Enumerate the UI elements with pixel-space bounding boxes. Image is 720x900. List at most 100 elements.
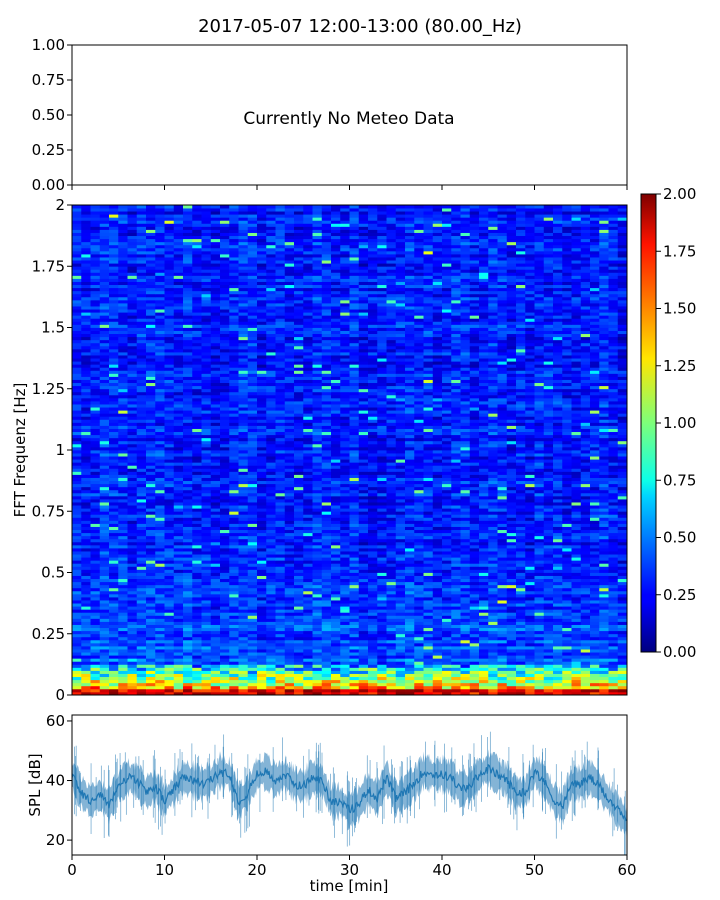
spectrogram-cell <box>183 685 193 690</box>
spectrogram-cell <box>395 468 406 472</box>
spectrogram-cell <box>81 538 91 543</box>
spectrogram-cell <box>136 600 147 604</box>
spectrogram-cell <box>201 453 212 457</box>
spectrogram-cell <box>617 676 627 681</box>
spectrogram-cell <box>238 624 249 629</box>
spectrogram-cell <box>442 459 452 463</box>
spectrogram-cell <box>238 615 249 619</box>
spectrogram-cell <box>220 450 230 454</box>
spectrogram-cell <box>599 520 609 524</box>
spectrogram-cell <box>516 499 526 503</box>
spectrogram-cell <box>136 538 147 543</box>
spectrogram-cell <box>562 529 572 534</box>
spectrogram-cell <box>312 639 323 644</box>
spectrogram-cell <box>358 642 369 647</box>
spectrogram-cell <box>201 566 212 570</box>
spectrogram-cell <box>405 535 415 540</box>
spectrogram-cell <box>432 572 443 576</box>
spectrogram-cell <box>543 529 554 534</box>
spectrogram-cell <box>275 664 286 668</box>
spectrogram-cell <box>497 514 508 518</box>
spectrogram-cell <box>562 621 572 625</box>
spectrogram-cell <box>247 609 258 613</box>
spectrogram-cell <box>81 682 91 687</box>
spectrogram-cell <box>580 615 591 619</box>
spectrogram-cell <box>284 566 295 570</box>
spectrogram-cell <box>247 655 258 659</box>
spectrogram-cell <box>358 529 369 534</box>
spectrogram-cell <box>358 667 369 671</box>
spectrogram-cell <box>81 679 91 684</box>
spectrogram-cell <box>294 649 304 653</box>
spectrogram-cell <box>479 554 489 558</box>
spectrogram-cell <box>571 652 582 656</box>
spectrogram-cell <box>571 679 582 684</box>
spectrogram-cell <box>220 624 230 629</box>
spectrogram-cell <box>608 682 619 687</box>
spectrogram-cell <box>312 514 323 518</box>
spectrogram-cell <box>479 575 489 580</box>
spectrogram-cell <box>442 590 452 595</box>
spectrogram-cell <box>377 600 387 604</box>
spectrogram-cell <box>497 612 508 616</box>
spectrogram-cell <box>164 520 175 524</box>
spectrogram-cell <box>340 600 350 604</box>
spectrogram-cell <box>312 563 323 567</box>
spectrogram-cell <box>127 554 138 558</box>
spectrogram-cell <box>340 621 350 625</box>
spectrogram-cell <box>349 517 360 521</box>
spectrogram-cell <box>257 578 267 583</box>
spectrogram-cell <box>432 593 443 598</box>
spectrogram-cell <box>497 621 508 625</box>
spectrogram-cell <box>571 688 582 693</box>
spectrogram-cell <box>479 649 489 653</box>
spectrogram-cell <box>192 489 202 494</box>
spectrogram-cell <box>534 593 545 598</box>
spectrogram-cell <box>617 465 627 469</box>
spectrogram-cell <box>451 679 461 684</box>
spectrogram-cell <box>229 658 239 662</box>
spectrogram-cell <box>257 508 267 512</box>
spectrogram-cell <box>109 615 119 619</box>
spectrogram-cell <box>109 468 119 472</box>
spectrogram-cell <box>331 523 341 527</box>
spectrogram-cell <box>469 682 480 687</box>
spectrogram-cell <box>284 670 295 674</box>
spectrogram-cell <box>173 618 184 622</box>
spectrogram-cell <box>238 474 249 478</box>
spectrogram-cell <box>220 566 230 570</box>
spectrogram-cell <box>247 624 258 629</box>
spectrogram-cell <box>525 480 535 485</box>
spectrogram-cell <box>525 532 535 537</box>
spectrogram-cell <box>210 548 221 552</box>
spectrogram-cell <box>173 459 184 463</box>
spectrogram-cell <box>183 529 193 534</box>
spectrogram-cell <box>386 649 397 653</box>
spectrogram-cell <box>442 587 452 592</box>
spectrogram-cell <box>118 474 128 478</box>
spectrogram-cell <box>127 685 138 690</box>
spectrogram-cell <box>534 474 545 478</box>
spectrogram-cell <box>99 691 110 695</box>
spectrogram-cell <box>386 548 397 552</box>
spectrogram-cell <box>321 544 332 549</box>
spectrogram-cell <box>331 597 341 601</box>
spectrogram-cell <box>247 575 258 580</box>
spectrogram-cell <box>303 535 313 540</box>
spectrogram-cell <box>349 578 360 583</box>
spectrogram-cell <box>238 639 249 644</box>
spectrogram-cell <box>321 612 332 616</box>
spectrogram-cell <box>358 655 369 659</box>
spectrogram-cell <box>72 593 82 598</box>
spectrogram-cell <box>349 541 360 546</box>
spectrogram-cell <box>210 446 221 451</box>
spectrogram-cell <box>599 578 609 583</box>
spectrogram-cell <box>469 538 480 543</box>
spectrogram-cell <box>617 551 627 555</box>
spectrogram-cell <box>506 566 517 570</box>
spectrogram-cell <box>617 499 627 503</box>
spectrogram-cell <box>349 584 360 589</box>
spectrogram-cell <box>81 609 91 613</box>
spectrogram-cell <box>266 544 276 549</box>
spectrogram-cell <box>525 655 535 659</box>
